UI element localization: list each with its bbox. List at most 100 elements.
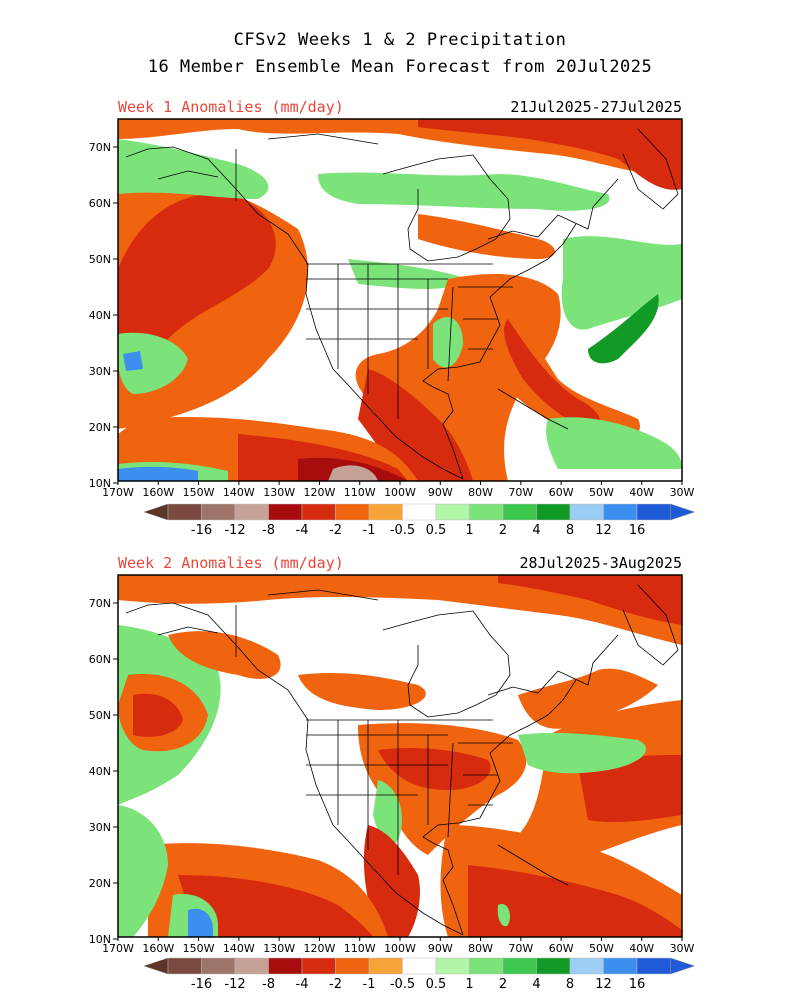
lat-label: 30N: [89, 821, 111, 834]
colorbar-label: -0.5: [390, 523, 415, 538]
map-outline: [157, 133, 379, 180]
anomaly-contour: [188, 908, 213, 937]
colorbar-swatch: [636, 503, 671, 521]
map-outline: [157, 589, 379, 636]
lon-label: 130W: [263, 942, 295, 955]
colorbar-swatch: [469, 503, 504, 521]
colorbar-swatch: [569, 503, 604, 521]
map-outline: [125, 146, 464, 480]
map-outline: [125, 602, 464, 936]
anomaly-contour: [578, 755, 682, 823]
week2-label: Week 2 Anomalies (mm/day): [118, 554, 344, 572]
lon-label: 50W: [589, 942, 614, 955]
colorbar-label: -1: [363, 523, 376, 538]
colorbar-label: 16: [629, 977, 646, 992]
anomaly-contour: [588, 294, 659, 364]
colorbar-label: 1: [465, 523, 473, 538]
anomaly-contour: [168, 631, 281, 679]
lon-label: 90W: [428, 942, 453, 955]
anomaly-contour: [118, 575, 682, 645]
anomaly-contour: [489, 289, 640, 443]
anomaly-contour: [418, 119, 682, 190]
lon-label: 100W: [384, 942, 416, 955]
colorbar-label: 1: [465, 977, 473, 992]
anomaly-contour: [503, 319, 601, 429]
lat-label: 10N: [89, 477, 111, 490]
colorbar-swatch: [536, 957, 571, 975]
lat-label: 70N: [89, 141, 111, 154]
anomaly-contour: [348, 259, 468, 289]
lon-label: 140W: [223, 942, 255, 955]
colorbar-low-arrow: [143, 957, 169, 975]
colorbar-swatch: [234, 957, 269, 975]
anomaly-contour: [118, 805, 168, 937]
lon-label: 100W: [384, 486, 416, 499]
map-outline: [622, 128, 679, 210]
colorbar-swatch: [301, 503, 336, 521]
anomaly-field: [118, 119, 682, 481]
colorbar-label: 12: [595, 977, 612, 992]
lon-label: 140W: [223, 486, 255, 499]
lat-label: 50N: [89, 709, 111, 722]
lon-label: 60W: [549, 942, 574, 955]
anomaly-contour: [178, 875, 373, 937]
colorbar-swatch: [603, 503, 638, 521]
map-outline: [497, 388, 569, 430]
colorbar-label: 8: [566, 523, 574, 538]
lat-label: 10N: [89, 933, 111, 946]
anomaly-contour: [298, 673, 426, 710]
map-outline: [382, 610, 511, 718]
colorbar-high-arrow: [670, 503, 696, 521]
lon-label: 70W: [508, 486, 533, 499]
lon-label: 40W: [629, 486, 654, 499]
lat-label: 30N: [89, 365, 111, 378]
colorbar-label: 12: [595, 523, 612, 538]
lat-label: 20N: [89, 877, 111, 890]
colorbar-label: 16: [629, 523, 646, 538]
anomaly-contour: [546, 417, 682, 469]
map-outline: [447, 286, 513, 382]
lon-label: 160W: [142, 942, 174, 955]
title-line-2: 16 Member Ensemble Mean Forecast from 20…: [147, 57, 653, 77]
lat-label: 70N: [89, 597, 111, 610]
lon-label: 150W: [183, 486, 215, 499]
lon-label: 160W: [142, 486, 174, 499]
colorbar-swatch: [268, 957, 303, 975]
anomaly-contour: [363, 825, 420, 937]
title-line-1: CFSv2 Weeks 1 & 2 Precipitation: [233, 30, 567, 50]
colorbar-label: 0.5: [426, 523, 447, 538]
colorbar-label: 2: [499, 977, 507, 992]
colorbar-label: -0.5: [390, 977, 415, 992]
week1-label: Week 1 Anomalies (mm/day): [118, 98, 344, 116]
anomaly-contour: [118, 193, 276, 357]
map-outline: [306, 264, 448, 419]
colorbar-swatch: [167, 503, 202, 521]
map-outline: [487, 634, 619, 696]
map-outline: [622, 584, 679, 666]
anomaly-field: [118, 575, 682, 937]
anomaly-contour: [497, 904, 510, 927]
lat-label: 20N: [89, 421, 111, 434]
colorbar-swatch: [402, 957, 437, 975]
map-outline: [306, 720, 448, 875]
lon-label: 150W: [183, 942, 215, 955]
colorbar-swatch: [167, 957, 202, 975]
colorbar: -16 -12 -8 -4 -2 -1 -0.5 0.5 1 2 4 8 12 16: [143, 503, 696, 538]
lat-label: 60N: [89, 197, 111, 210]
anomaly-contour: [118, 466, 198, 481]
anomaly-contour: [468, 865, 682, 937]
colorbar: -16 -12 -8 -4 -2 -1 -0.5 0.5 1 2 4 8 12 16: [143, 957, 696, 992]
map-outline: [447, 742, 513, 838]
colorbar-swatch: [435, 957, 470, 975]
colorbar-label: 2: [499, 523, 507, 538]
anomaly-contour: [378, 748, 491, 790]
colorbar-label: -1: [363, 977, 376, 992]
colorbar-label: -4: [296, 523, 309, 538]
lon-label: 120W: [303, 486, 335, 499]
colorbar-label: 4: [532, 523, 540, 538]
anomaly-contour: [498, 575, 682, 625]
anomaly-contour: [518, 732, 647, 774]
map-outline: [497, 844, 569, 886]
